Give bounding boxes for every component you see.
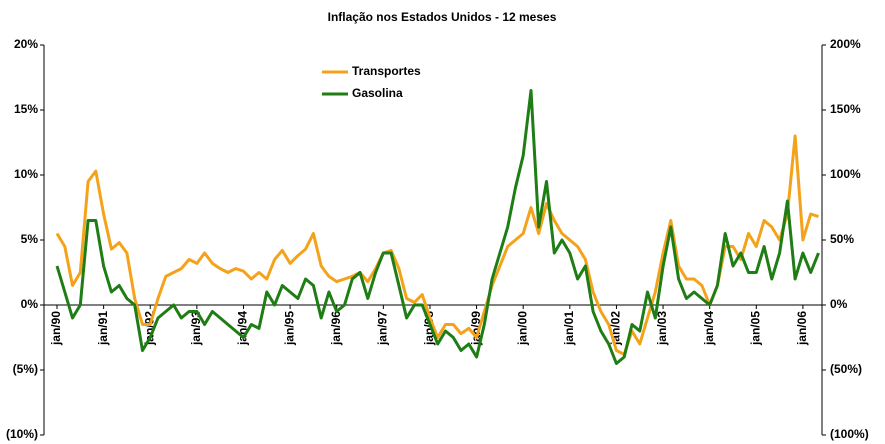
series-line <box>55 89 820 365</box>
x-tick-label: jan/91 <box>96 311 110 346</box>
x-tick-label: jan/05 <box>748 311 762 346</box>
x-tick-label: jan/93 <box>189 311 203 346</box>
x-tick-label: jan/95 <box>282 311 296 346</box>
y2-tick-label: 200% <box>830 37 861 51</box>
x-tick-label: jan/06 <box>795 311 809 346</box>
x-tick-label: jan/01 <box>562 311 576 346</box>
y2-tick-label: (100%) <box>830 427 869 441</box>
y2-tick-label: 0% <box>830 297 848 311</box>
y2-tick-label: 100% <box>830 167 861 181</box>
y2-tick-label: (50%) <box>830 362 862 376</box>
x-tick-label: jan/90 <box>49 311 63 346</box>
y-tick-label: (5%) <box>13 362 38 376</box>
y-tick-label: 20% <box>14 37 38 51</box>
chart-title: Inflação nos Estados Unidos - 12 meses <box>328 10 557 24</box>
y-tick-label: 5% <box>21 232 39 246</box>
legend <box>318 60 442 106</box>
y-tick-label: 15% <box>14 102 38 116</box>
legend-label: Gasolina <box>352 86 403 100</box>
x-tick-label: jan/98 <box>422 311 436 346</box>
y-tick-label: (10%) <box>6 427 38 441</box>
y2-tick-label: 50% <box>830 232 854 246</box>
x-tick-label: jan/04 <box>702 311 716 346</box>
legend-label: Transportes <box>352 64 421 78</box>
y2-tick-label: 150% <box>830 102 861 116</box>
x-tick-label: jan/99 <box>469 311 483 346</box>
y-tick-label: 0% <box>21 297 39 311</box>
y-tick-label: 10% <box>14 167 38 181</box>
x-tick-label: jan/96 <box>329 311 343 346</box>
series-line <box>55 134 819 356</box>
x-tick-label: jan/97 <box>376 311 390 346</box>
x-tick-label: jan/03 <box>655 311 669 346</box>
x-tick-label: jan/94 <box>236 311 250 346</box>
x-tick-label: jan/00 <box>515 311 529 346</box>
